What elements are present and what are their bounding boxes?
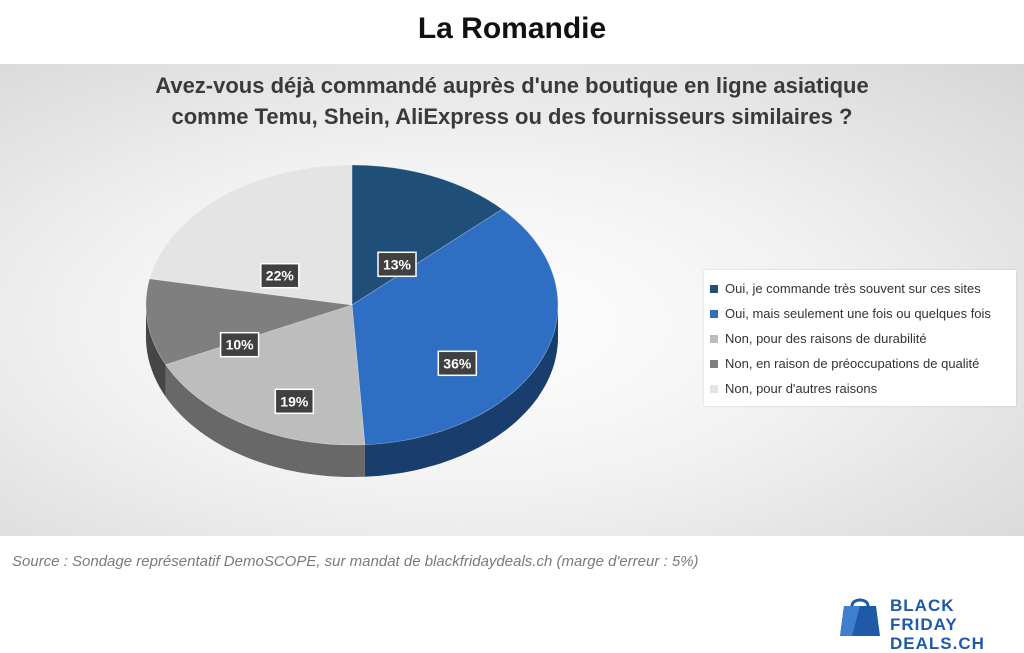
legend-swatch: [710, 284, 718, 293]
pie-side-19pct: [165, 364, 365, 477]
data-label-4: 10%: [219, 331, 260, 358]
page-title: La Romandie: [417, 12, 607, 45]
legend-label: Oui, je commande très souvent sur ces si…: [725, 281, 981, 296]
data-label-text: 36%: [443, 355, 472, 371]
pie-labels: 13% 36% 19% 10% 22%: [219, 251, 478, 415]
data-label-text: 13%: [383, 256, 412, 272]
legend-label: Non, pour d'autres raisons: [725, 381, 878, 396]
data-label-text: 10%: [226, 337, 255, 353]
data-label-box: [274, 388, 315, 415]
legend-swatch: [710, 309, 718, 318]
data-label-5: 22%: [260, 262, 300, 289]
data-label-text: 19%: [280, 393, 309, 409]
data-label-box: [437, 350, 478, 377]
legend-item: Non, en raison de préoccupations de qual…: [710, 351, 1010, 376]
legend-item: Non, pour d'autres raisons: [710, 376, 1010, 401]
legend-item: Non, pour des raisons de durabilité: [710, 326, 1010, 351]
data-label-text: 22%: [266, 268, 295, 284]
logo-line-2: DEALS.CH: [890, 634, 985, 653]
data-label-1: 13%: [377, 251, 417, 278]
pie-slice-5: [149, 164, 353, 306]
legend: Oui, je commande très souvent sur ces si…: [704, 270, 1016, 406]
legend-label: Non, en raison de préoccupations de qual…: [725, 356, 980, 371]
legend-swatch: [710, 359, 718, 368]
legend-item: Oui, je commande très souvent sur ces si…: [710, 276, 1010, 301]
pie-slice-2: [351, 208, 559, 446]
pie-slice-4: [145, 278, 353, 365]
logo-text: BLACK FRIDAY DEALS.CH: [890, 596, 1018, 653]
legend-item: Oui, mais seulement une fois ou quelques…: [710, 301, 1010, 326]
shopping-bag-icon: [840, 598, 880, 636]
logo-line-1: BLACK FRIDAY: [890, 596, 958, 634]
data-label-box: [260, 262, 300, 289]
legend-swatch: [710, 334, 718, 343]
pie-side-36pct: [364, 305, 558, 477]
pie-top: [145, 164, 559, 446]
data-label-2: 36%: [437, 350, 478, 377]
chart-title-line-1: Avez-vous déjà commandé auprès d'une bou…: [155, 73, 869, 98]
legend-label: Oui, mais seulement une fois ou quelques…: [725, 306, 991, 321]
chart-title: Avez-vous déjà commandé auprès d'une bou…: [60, 70, 964, 132]
data-label-box: [377, 251, 417, 278]
data-label-box: [219, 331, 260, 358]
legend-swatch: [710, 384, 718, 393]
chart-title-line-2: comme Temu, Shein, AliExpress ou des fou…: [171, 104, 853, 129]
pie-slice-3: [165, 304, 366, 446]
data-label-3: 19%: [274, 388, 315, 415]
brand-logo: BLACK FRIDAY DEALS.CH: [838, 594, 1018, 653]
legend-label: Non, pour des raisons de durabilité: [725, 331, 927, 346]
pie-sides: [146, 305, 558, 477]
source-note: Source : Sondage représentatif DemoSCOPE…: [12, 553, 699, 570]
pie-side-10pct: [146, 305, 166, 397]
